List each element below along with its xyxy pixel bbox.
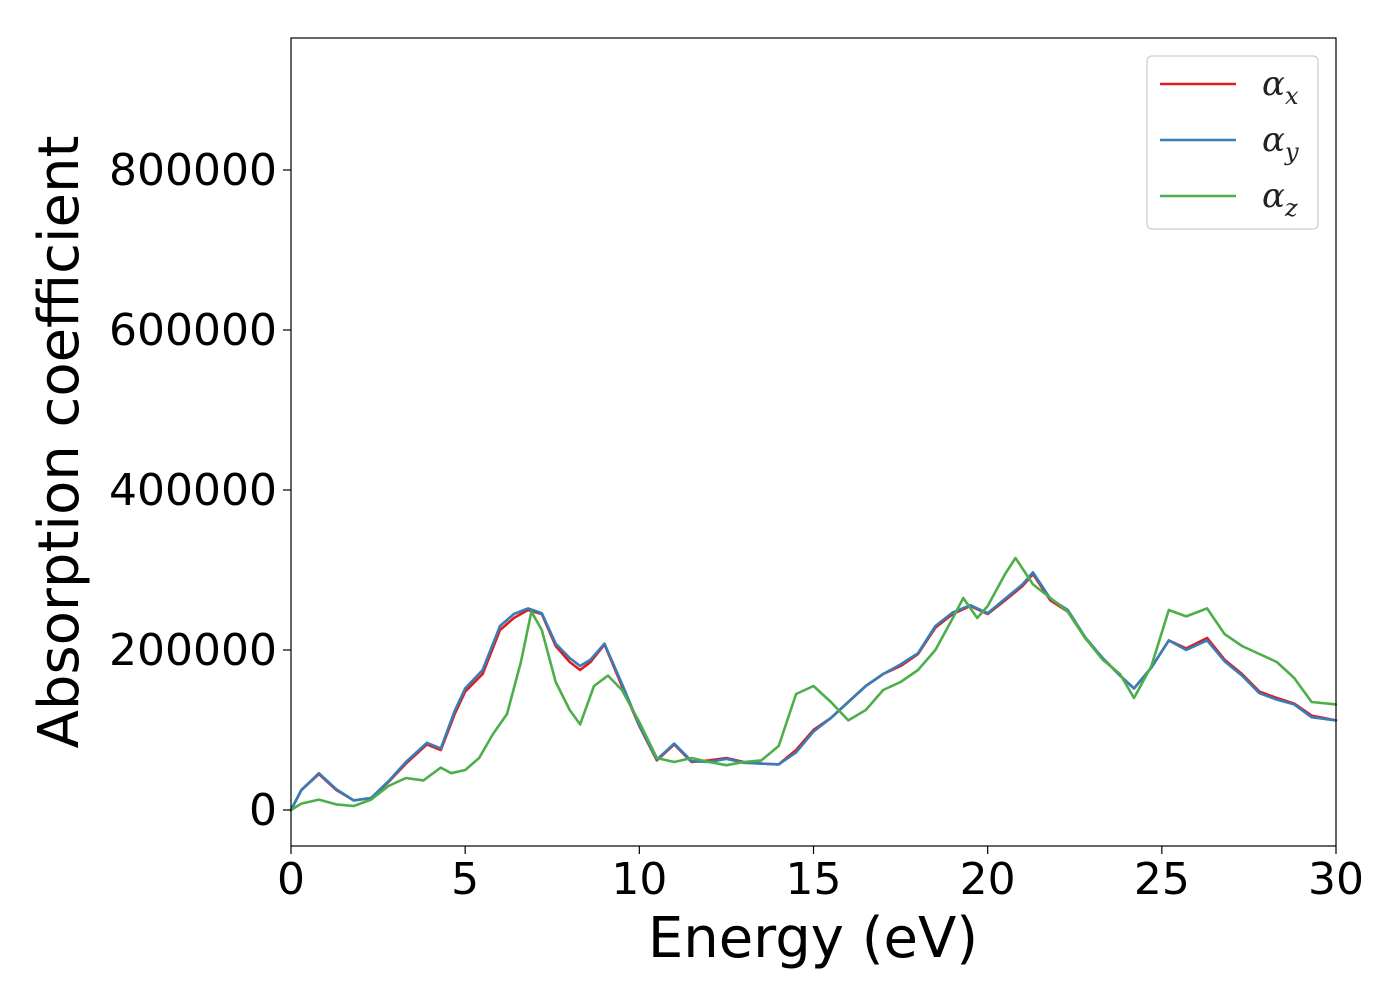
x-tick-label: 25 xyxy=(1134,854,1190,905)
series-layer xyxy=(289,556,1338,812)
x-tick-label: 15 xyxy=(786,854,842,905)
y-axis-label: Absorption coefficient xyxy=(27,136,92,749)
series-line-z xyxy=(289,556,1338,812)
x-tick-label: 20 xyxy=(960,854,1016,905)
y-tick-label: 800000 xyxy=(109,145,277,196)
legend-label-y: αy xyxy=(1262,120,1299,166)
legend-label-x: αx xyxy=(1262,64,1299,110)
x-tick-label: 5 xyxy=(451,854,479,905)
legend-label-z: αz xyxy=(1262,176,1298,222)
y-tick-label: 0 xyxy=(249,785,277,836)
x-axis-label: Energy (eV) xyxy=(648,906,978,971)
series-line-x xyxy=(289,572,1338,812)
legend: αx αy αz xyxy=(1146,55,1319,230)
ticks-layer: 0 5 10 15 20 25 30 0 200000 400000 600000 800000 xyxy=(109,145,1364,905)
y-tick-label: 400000 xyxy=(109,465,277,516)
legend-box xyxy=(1146,55,1319,230)
series-line-y xyxy=(289,571,1338,812)
x-tick-label: 0 xyxy=(277,854,305,905)
y-tick-label: 200000 xyxy=(109,625,277,676)
x-tick-label: 10 xyxy=(611,854,667,905)
x-tick-label: 30 xyxy=(1308,854,1364,905)
y-tick-label: 600000 xyxy=(109,305,277,356)
